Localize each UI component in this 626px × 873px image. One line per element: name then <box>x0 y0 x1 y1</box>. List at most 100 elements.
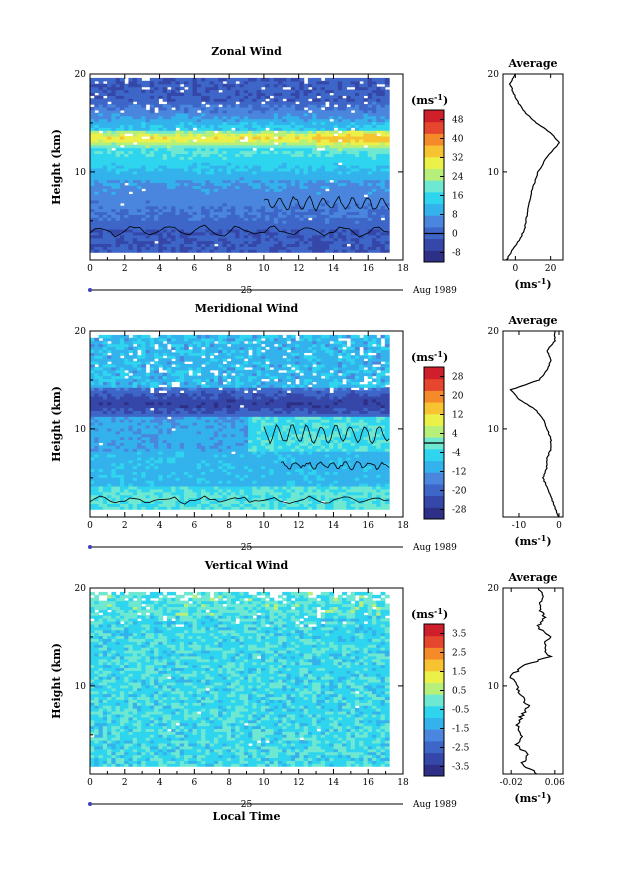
heatmap-cell <box>119 390 125 394</box>
heatmap-cell <box>111 83 117 88</box>
heatmap-cell <box>367 80 373 85</box>
heatmap-cell <box>290 147 296 152</box>
heatmap-cell <box>115 208 121 213</box>
heatmap-cell <box>98 214 104 218</box>
heatmap-cell <box>320 136 326 140</box>
heatmap-cell <box>273 77 279 82</box>
heatmap-cell <box>209 214 215 218</box>
heatmap-cell <box>312 231 318 236</box>
heatmap-cell <box>376 95 382 99</box>
heatmap-cell <box>188 86 194 91</box>
heatmap-cell <box>307 170 313 175</box>
heatmap-cell <box>145 191 151 195</box>
heatmap-cell <box>137 413 142 417</box>
heatmap-cell <box>141 485 147 490</box>
heatmap-cell <box>243 226 249 230</box>
heatmap-cell <box>290 95 296 99</box>
heatmap-cell <box>141 462 147 467</box>
heatmap-cell <box>137 334 142 339</box>
heatmap-cell <box>278 98 283 102</box>
heatmap-cell <box>90 130 95 134</box>
heatmap-cell <box>325 77 330 82</box>
heatmap-cell <box>124 98 130 102</box>
heatmap-cell <box>115 92 121 96</box>
heatmap-cell <box>124 410 130 414</box>
heatmap-cell <box>222 156 228 160</box>
heatmap-cell <box>295 185 300 189</box>
heatmap-cell <box>380 199 386 204</box>
heatmap-cell <box>188 188 194 192</box>
heatmap-cell <box>359 240 365 245</box>
heatmap-cell <box>115 363 121 368</box>
heatmap-cell <box>162 176 168 181</box>
heatmap-cell <box>201 240 206 245</box>
heatmap-cell <box>346 109 352 114</box>
heatmap-cell <box>342 173 347 178</box>
heatmap-cell <box>128 439 134 443</box>
heatmap-cell <box>132 433 138 438</box>
heatmap-cell <box>141 144 147 149</box>
heatmap-cell <box>111 228 117 233</box>
heatmap-cell <box>325 182 330 186</box>
heatmap-cell <box>269 83 275 88</box>
heatmap-cell <box>137 451 142 455</box>
heatmap-cell <box>128 246 134 250</box>
heatmap-cell <box>158 159 164 163</box>
x-tick-label: 6 <box>191 264 197 274</box>
heatmap-cell <box>243 196 249 201</box>
heatmap-cell <box>354 109 360 114</box>
heatmap-cell <box>235 112 241 117</box>
heatmap-cell <box>299 92 305 96</box>
heatmap-cell <box>325 112 330 117</box>
heatmap-cell <box>98 358 104 362</box>
heatmap-cell <box>295 196 300 201</box>
heatmap-cell <box>260 208 266 213</box>
heatmap-cell <box>248 223 253 227</box>
heatmap-cell <box>286 159 292 163</box>
heatmap-cell <box>303 162 309 166</box>
heatmap-cell <box>222 124 228 128</box>
heatmap-cell <box>235 130 241 134</box>
heatmap-cell <box>320 165 326 169</box>
heatmap-cell <box>137 506 142 510</box>
heatmap-cell <box>94 188 100 192</box>
heatmap-cell <box>119 153 125 157</box>
heatmap-cell <box>90 162 95 166</box>
heatmap-cell <box>286 95 292 99</box>
heatmap-cell <box>90 483 95 487</box>
heatmap-cell <box>269 170 275 175</box>
heatmap-cell <box>128 480 134 484</box>
heatmap-cell <box>256 150 262 155</box>
heatmap-cell <box>278 95 283 99</box>
heatmap-cell <box>295 121 300 125</box>
heatmap-cell <box>124 439 130 443</box>
heatmap-cell <box>145 150 151 155</box>
heatmap-cell <box>243 194 249 198</box>
heatmap-cell <box>256 118 262 123</box>
heatmap-cell <box>115 220 121 224</box>
heatmap-cell <box>248 170 253 175</box>
heatmap-cell <box>256 217 262 221</box>
heatmap-cell <box>132 436 138 441</box>
heatmap-cell <box>320 205 326 210</box>
heatmap-cell <box>201 130 206 134</box>
heatmap-cell <box>162 127 168 131</box>
heatmap-cell <box>342 243 347 247</box>
heatmap-cell <box>278 112 283 117</box>
heatmap-cell <box>94 349 100 353</box>
heatmap-cell <box>320 170 326 175</box>
heatmap-cell <box>111 77 117 82</box>
heatmap-cell <box>337 159 343 163</box>
heatmap-cell <box>102 141 108 146</box>
heatmap-cell <box>102 436 108 441</box>
heatmap-cell <box>367 234 373 239</box>
heatmap-cell <box>90 217 95 221</box>
heatmap-cell <box>166 124 172 128</box>
heatmap-cell <box>346 234 352 239</box>
heatmap-cell <box>235 234 241 239</box>
heatmap-cell <box>252 115 258 120</box>
heatmap-cell <box>162 104 168 108</box>
heatmap-cell <box>98 159 104 163</box>
heatmap-cell <box>376 223 382 227</box>
